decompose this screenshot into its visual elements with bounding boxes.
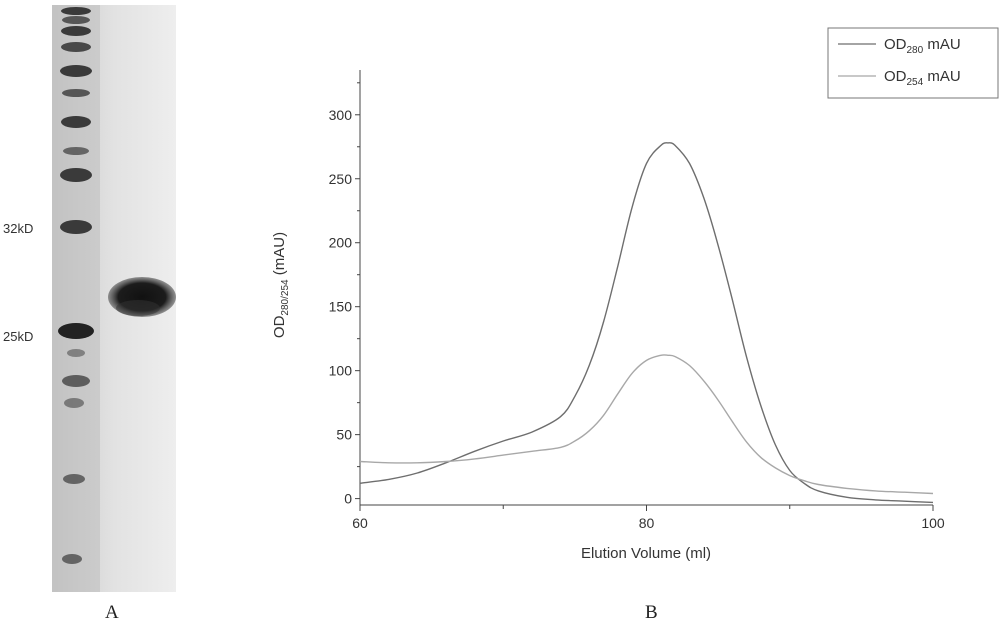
legend: OD280 mAU OD254 mAU [828,28,998,98]
sds-page-gel-image [52,5,176,592]
marker-label-25kd: 25kD [3,329,33,344]
series-line-od280 [360,143,933,503]
y-tick-label: 50 [336,427,352,443]
series-line-od254 [360,355,933,494]
y-tick-label: 150 [329,299,353,315]
panel-letter-a: A [105,602,119,624]
y-tick-label: 200 [329,235,353,251]
marker-label-32kd: 32kD [3,221,33,236]
y-tick-label: 0 [344,491,352,507]
y-axis-label: OD280/254 (mAU) [271,232,291,338]
chart-series [360,143,933,503]
y-tick-label: 100 [329,363,353,379]
chart-ticks: 0 50 100 150 200 250 300 60 80 100 [329,83,945,531]
y-tick-label: 300 [329,107,353,123]
x-axis-label: Elution Volume (ml) [581,545,711,562]
elution-chart: 0 50 100 150 200 250 300 60 80 100 Elution Volume… [200,0,1000,626]
gel-panel: 32kD 25kD A [0,0,200,626]
y-tick-label: 250 [329,171,353,187]
x-tick-label: 60 [352,515,368,531]
panel-letter-b: B [645,602,658,624]
y-axis-label-main: OD [271,315,288,338]
chart-axes [360,70,933,505]
x-tick-label: 80 [639,515,655,531]
x-tick-label: 100 [921,515,945,531]
y-axis-label-sub: 280/254 [280,279,291,316]
y-axis-label-unit: (mAU) [271,232,288,280]
